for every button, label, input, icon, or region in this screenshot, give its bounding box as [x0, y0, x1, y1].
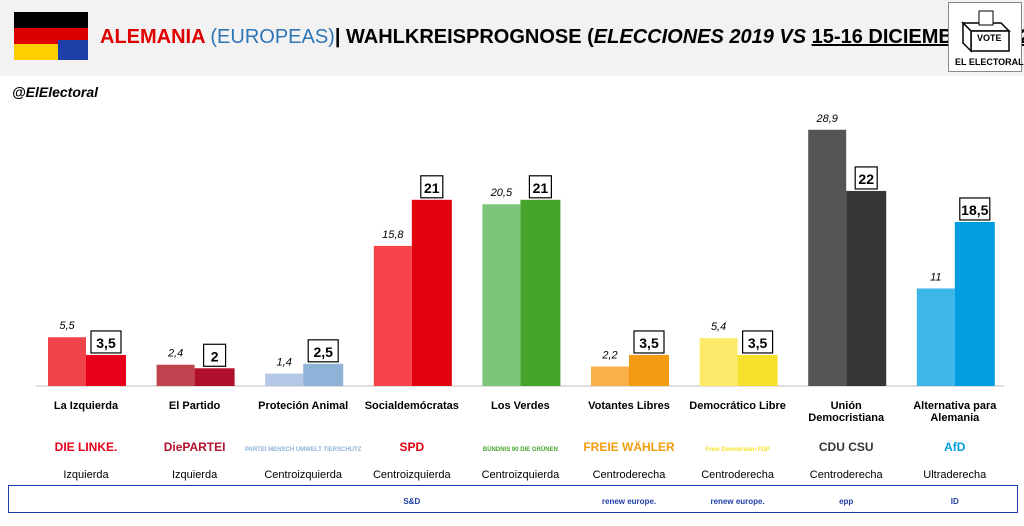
data-label-2019: 28,9	[815, 113, 837, 125]
category-label: La Izquierda	[54, 400, 119, 412]
bar-2022	[194, 368, 235, 386]
party-logo: Freie Demokraten FDP	[705, 447, 769, 453]
header-banner: ALEMANIA (EUROPEAS)| WAHLKREISPROGNOSE (…	[0, 0, 1024, 76]
data-label-2019: 15,8	[382, 229, 404, 241]
eu-group-logo: renew europe.	[710, 497, 764, 506]
ballot-box-icon	[961, 10, 1011, 53]
data-label-2019: 2,4	[167, 348, 183, 360]
party-logo: SPD	[399, 440, 424, 454]
logo-vote-text: VOTE	[977, 33, 1002, 43]
title-country: ALEMANIA	[100, 26, 205, 48]
category-label: Democrático Libre	[689, 400, 786, 412]
data-label-2019: 5,5	[59, 320, 75, 332]
ideology-label: Ultraderecha	[923, 469, 987, 481]
data-label-2019: 20,5	[490, 187, 513, 199]
category-label: Alternativa para	[913, 400, 997, 412]
party-logo: CDU CSU	[819, 440, 874, 454]
data-label-2022: 21	[424, 180, 440, 196]
data-label-2022-box	[959, 197, 991, 221]
bar-2019	[48, 337, 86, 386]
category-label: Votantes Libres	[588, 400, 670, 412]
data-label-2022-box	[90, 330, 122, 354]
data-label-2022: 3,5	[748, 335, 768, 351]
data-label-2019: 11	[930, 271, 941, 283]
data-label-2022: 21	[533, 180, 549, 196]
bar-2019	[373, 245, 412, 386]
page-title: ALEMANIA (EUROPEAS)| WAHLKREISPROGNOSE (…	[100, 26, 1024, 49]
category-label: El Partido	[169, 400, 221, 412]
eu-group-logo: S&D	[403, 497, 420, 506]
ideology-label: Izquierda	[172, 469, 218, 481]
bar-2022	[411, 199, 452, 386]
ideology-label: Izquierda	[63, 469, 109, 481]
bar-2019	[808, 129, 847, 386]
party-logo: DiePARTEI	[164, 440, 226, 454]
eu-flag-icon	[58, 40, 88, 60]
bar-2022	[520, 199, 561, 386]
data-label-2022: 2,5	[313, 344, 333, 360]
category-label: Los Verdes	[491, 400, 550, 412]
bar-2019	[699, 338, 738, 386]
eu-group-logo: epp	[839, 497, 853, 506]
data-label-2022-box	[854, 166, 878, 190]
data-label-2022-box	[741, 330, 774, 354]
title-comparison: ELECCIONES 2019 VS	[593, 26, 807, 48]
data-label-2019: 1,4	[277, 357, 292, 369]
category-label: Unión	[831, 400, 862, 412]
bar-2022	[846, 190, 887, 386]
data-label-2022-box	[307, 339, 339, 363]
bar-2022	[629, 354, 669, 386]
bar-2019	[156, 364, 195, 386]
bar-2019	[916, 288, 955, 386]
bar-2019	[591, 366, 629, 386]
ideology-label: Centroderecha	[593, 469, 667, 481]
category-label: Proteción Animal	[258, 400, 348, 412]
party-logo: BÜNDNIS 90 DIE GRÜNEN	[483, 446, 558, 453]
party-logo: FREIE WÄHLER	[583, 439, 675, 454]
bar-2022	[303, 363, 344, 386]
category-label: Democristiana	[808, 412, 885, 424]
ideology-label: Centroderecha	[810, 469, 884, 481]
el-electoral-logo: VOTE EL ELECTORAL	[948, 2, 1024, 72]
data-label-2022-box	[420, 175, 444, 199]
data-label-2022-box	[203, 343, 227, 367]
data-label-2022-box	[633, 330, 665, 354]
category-label: Socialdemócratas	[365, 400, 459, 412]
eu-group-logo: renew europe.	[602, 497, 656, 506]
ideology-label: Centroizquierda	[373, 469, 452, 481]
title-source: | WAHLKREISPROGNOSE (	[334, 26, 594, 48]
twitter-handle: @ElElectoral	[12, 84, 99, 100]
data-label-2019: 2,2	[601, 349, 617, 361]
data-label-2019: 5,4	[711, 321, 726, 333]
eu-groups-strip	[8, 485, 1018, 513]
ideology-label: Centroizquierda	[264, 469, 343, 481]
bar-2022	[86, 354, 126, 386]
bar-2022	[737, 354, 778, 386]
data-label-2022: 22	[858, 171, 874, 187]
ideology-label: Centroizquierda	[482, 469, 561, 481]
data-label-2022: 2	[211, 348, 219, 364]
ideology-label: Centroderecha	[701, 469, 775, 481]
category-label: Alemania	[930, 412, 980, 424]
logo-name-text: EL ELECTORAL	[955, 57, 1024, 67]
party-logo: AfD	[944, 440, 966, 454]
bar-2019	[482, 204, 521, 386]
bar-2019	[265, 373, 304, 386]
data-label-2022: 18,5	[961, 202, 988, 218]
bar-2022	[954, 221, 995, 386]
title-election: (EUROPEAS)	[210, 26, 335, 48]
eu-group-logo: ID	[951, 497, 959, 506]
data-label-2022: 3,5	[96, 335, 116, 351]
data-label-2022-box	[528, 175, 553, 199]
party-logo: DIE LINKE.	[55, 440, 118, 454]
data-label-2022: 3,5	[639, 335, 659, 351]
party-logo: PARTEI MENSCH UMWELT TIERSCHUTZ	[245, 447, 362, 453]
